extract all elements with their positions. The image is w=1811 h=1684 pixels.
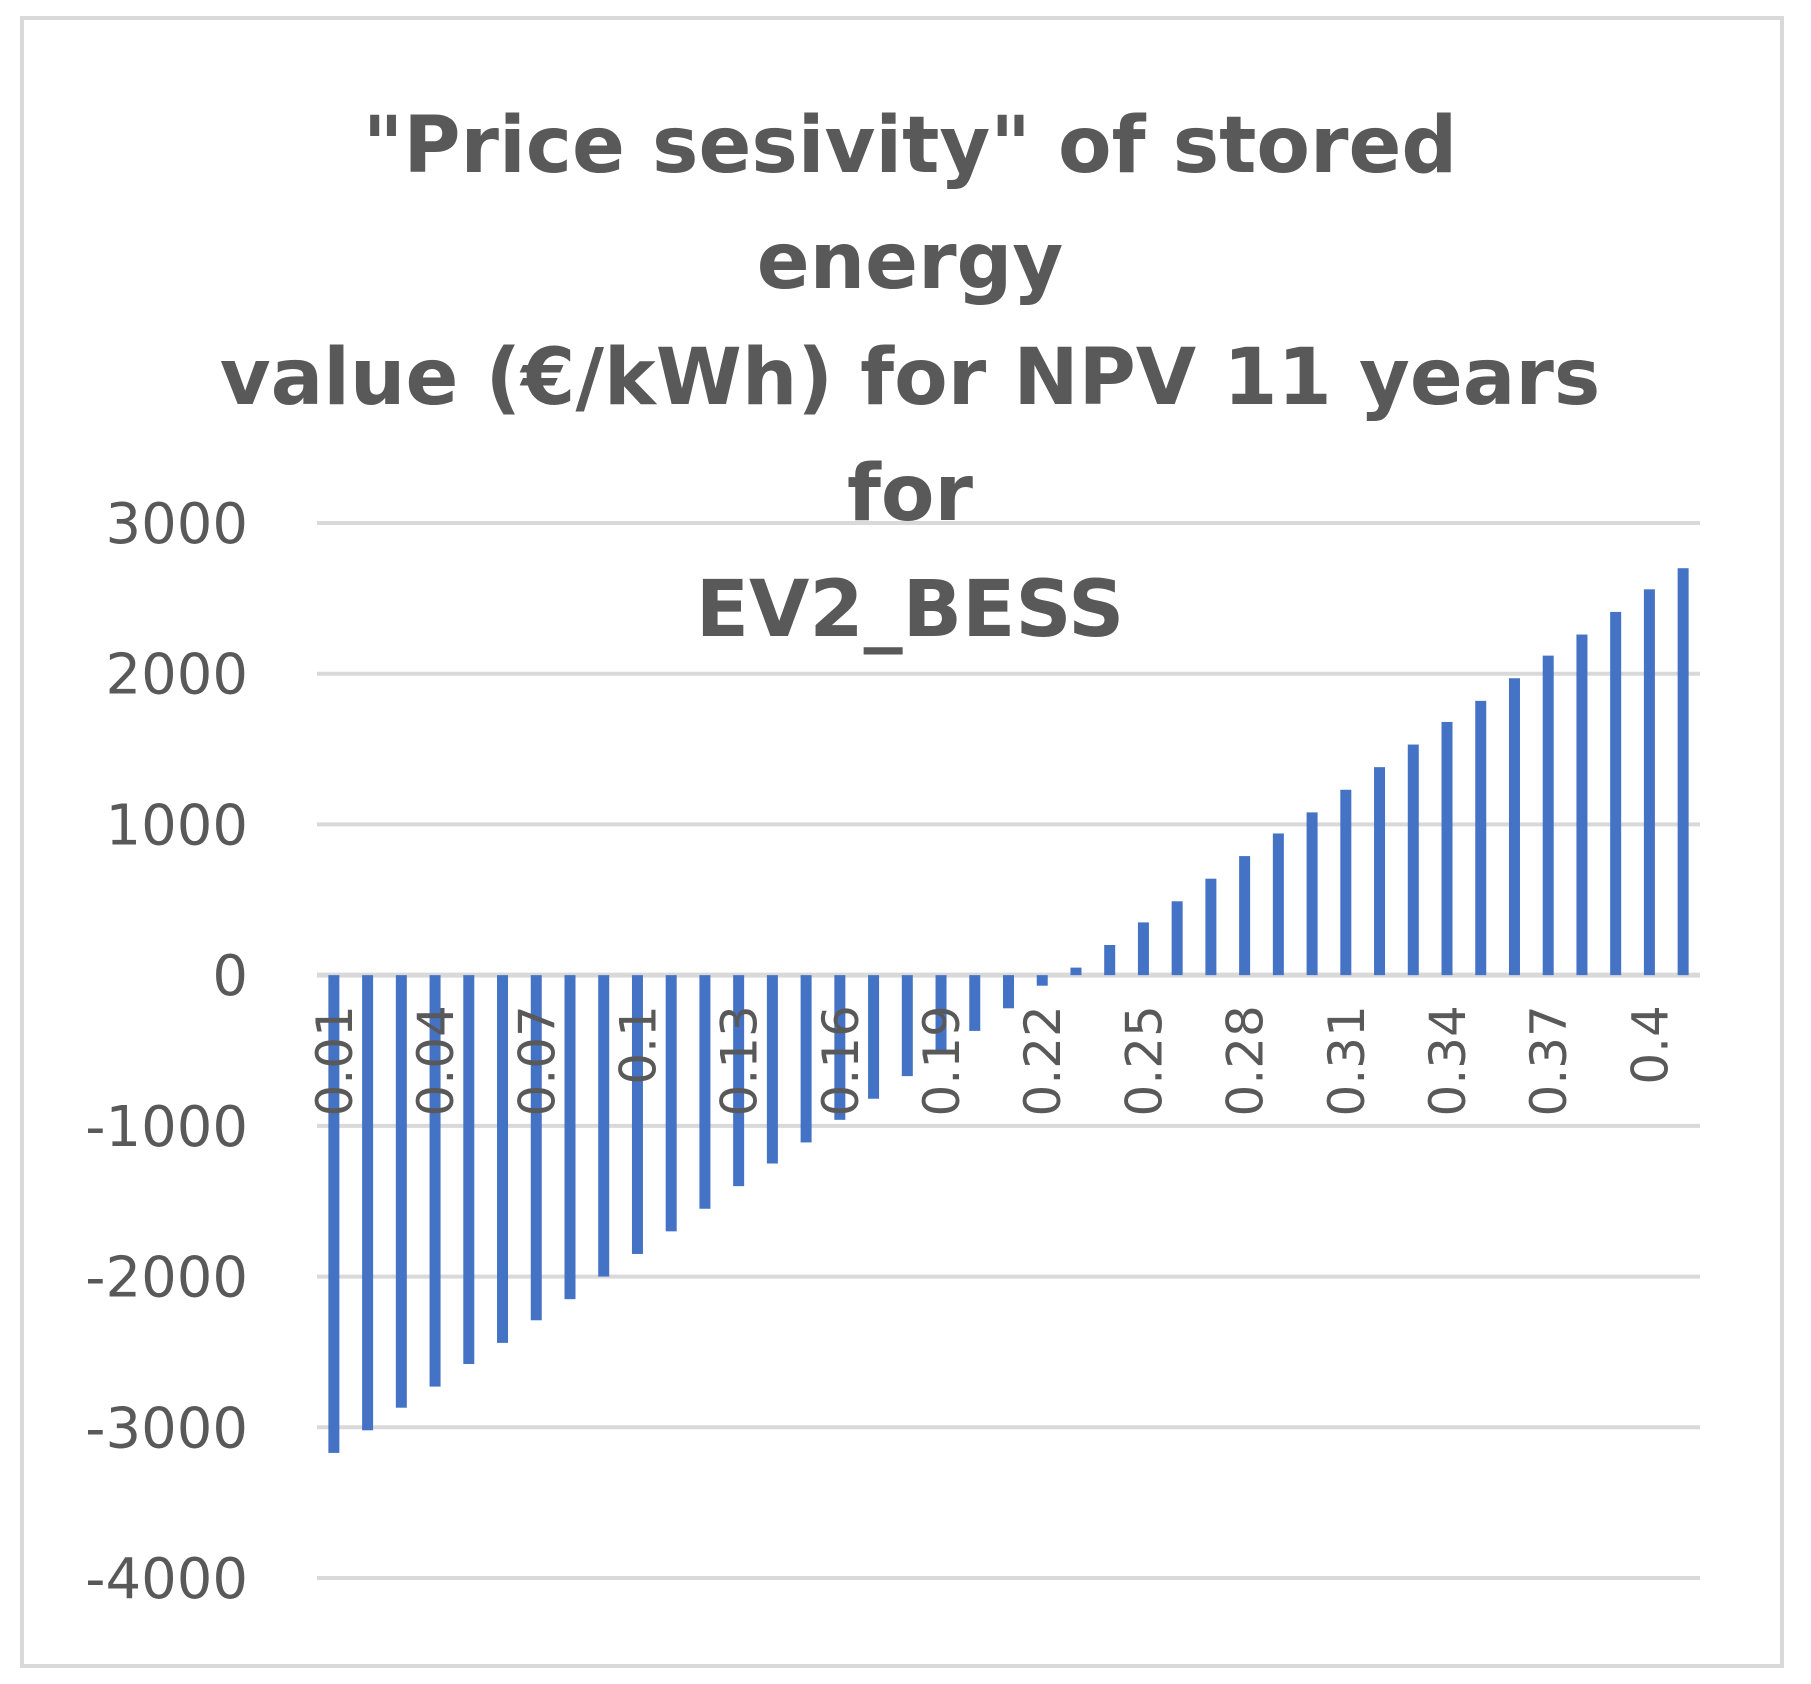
bar-0.16: [834, 975, 846, 1120]
y-axis-tick-labels: 3000 2000 1000 0 -1000 -2000 -3000 -4000: [85, 492, 248, 1612]
bar-0.26: [1171, 901, 1183, 976]
y-tick-label: 2000: [105, 643, 248, 708]
chart-title-line-1: "Price sesivity" of stored energy: [362, 101, 1458, 307]
bar-0.12: [699, 975, 711, 1209]
bar-0.33: [1407, 744, 1419, 976]
bar-0.1: [631, 975, 643, 1254]
bar-0.03: [395, 975, 407, 1408]
x-axis-tick-labels: 0.01 0.04 0.07 0.1 0.13 0.16 0.19 0.22 0.25 0.28 0…: [306, 1005, 1680, 1116]
x-tick-label: 0.25: [1115, 1005, 1173, 1116]
y-tick-label: -4000: [85, 1547, 248, 1612]
bar-0.24: [1104, 945, 1116, 976]
bar-0.37: [1542, 655, 1554, 976]
bar-0.41: [1677, 568, 1689, 976]
x-tick-label: 0.04: [407, 1005, 465, 1116]
bar-0.21: [1003, 975, 1014, 1009]
bar-0.07: [530, 975, 542, 1321]
bar-0.04: [429, 975, 441, 1387]
bar-0.23: [1070, 967, 1082, 976]
y-tick-label: 0: [212, 944, 248, 1009]
bar-series: [328, 568, 1689, 1453]
bar-0.09: [598, 975, 610, 1277]
x-tick-label: 0.19: [913, 1005, 971, 1116]
y-tick-label: -1000: [85, 1095, 248, 1160]
chart-title: "Price sesivity" of stored energy value …: [210, 88, 1610, 668]
x-tick-label: 0.07: [508, 1005, 566, 1116]
bar-0.35: [1475, 700, 1487, 976]
bar-0.34: [1441, 721, 1453, 976]
chart-frame: [20, 16, 1784, 1668]
x-tick-label: 0.16: [812, 1005, 870, 1116]
bar-0.4: [1643, 589, 1655, 976]
bar-0.02: [362, 975, 374, 1431]
x-tick-label: 0.1: [609, 1005, 667, 1085]
bar-0.18: [901, 975, 913, 1077]
bar-0.36: [1508, 678, 1520, 976]
y-tick-label: 3000: [105, 492, 248, 557]
y-tick-label: -3000: [85, 1396, 248, 1461]
bar-0.29: [1272, 833, 1284, 976]
bar-0.22: [1036, 975, 1048, 986]
bar-0.14: [766, 975, 778, 1164]
bar-0.05: [463, 975, 475, 1364]
bar-0.17: [868, 975, 880, 1099]
x-tick-label: 0.31: [1318, 1005, 1376, 1116]
bar-0.25: [1137, 922, 1149, 976]
y-tick-label: -2000: [85, 1246, 248, 1311]
chart-title-line-3: EV2_BESS: [695, 565, 1125, 655]
x-tick-label: 0.37: [1520, 1005, 1578, 1116]
x-tick-label: 0.34: [1419, 1005, 1477, 1116]
bar-0.08: [564, 975, 576, 1300]
bar-0.01: [328, 975, 340, 1453]
bar-0.15: [800, 975, 812, 1143]
bar-0.19: [935, 975, 947, 1054]
bar-0.27: [1205, 878, 1217, 976]
bar-0.13: [733, 975, 745, 1187]
bar-0.32: [1374, 767, 1386, 976]
chart-title-line-2: value (€/kWh) for NPV 11 years for: [219, 333, 1601, 539]
bar-0.06: [497, 975, 509, 1343]
bar-0.11: [665, 975, 677, 1232]
bar-0.39: [1610, 611, 1622, 976]
x-tick-label: 0.22: [1014, 1005, 1072, 1116]
bar-0.31: [1340, 789, 1352, 976]
x-tick-label: 0.01: [306, 1005, 364, 1116]
y-tick-label: 1000: [105, 793, 248, 858]
bar-0.38: [1576, 634, 1588, 976]
bar-0.28: [1239, 856, 1251, 976]
x-tick-label: 0.28: [1217, 1005, 1275, 1116]
x-tick-label: 0.4: [1621, 1005, 1679, 1085]
bar-0.3: [1306, 812, 1318, 976]
bar-0.2: [969, 975, 981, 1031]
x-tick-label: 0.13: [711, 1005, 769, 1116]
